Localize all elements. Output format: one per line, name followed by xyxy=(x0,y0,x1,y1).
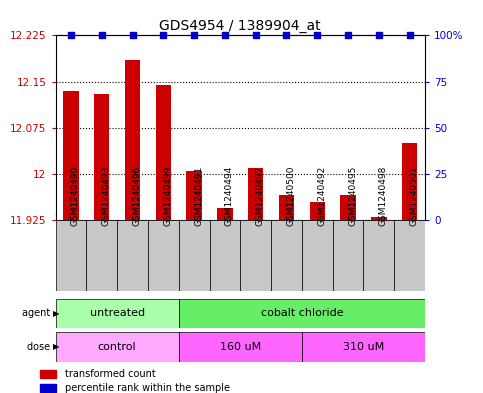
Text: GSM1240496: GSM1240496 xyxy=(132,165,142,226)
Bar xyxy=(271,220,302,291)
Text: GSM1240490: GSM1240490 xyxy=(71,165,80,226)
Bar xyxy=(56,299,179,328)
Bar xyxy=(302,332,425,362)
Text: GSM1240492: GSM1240492 xyxy=(317,165,327,226)
Text: agent: agent xyxy=(22,309,53,318)
Bar xyxy=(125,60,140,220)
Bar xyxy=(40,370,57,378)
Point xyxy=(283,32,290,39)
Point xyxy=(98,32,106,39)
Text: GSM1240500: GSM1240500 xyxy=(286,165,296,226)
Bar xyxy=(217,208,233,220)
Text: GSM1240501: GSM1240501 xyxy=(410,165,419,226)
Text: ▶: ▶ xyxy=(53,309,59,318)
Bar xyxy=(341,195,356,220)
Text: transformed count: transformed count xyxy=(65,369,156,379)
Text: untreated: untreated xyxy=(89,309,145,318)
Bar xyxy=(364,220,394,291)
Text: 160 uM: 160 uM xyxy=(220,342,261,352)
Text: GSM1240493: GSM1240493 xyxy=(102,165,111,226)
Bar xyxy=(56,332,179,362)
Bar xyxy=(156,84,171,220)
Text: GSM1240499: GSM1240499 xyxy=(163,165,172,226)
Text: cobalt chloride: cobalt chloride xyxy=(260,309,343,318)
Title: GDS4954 / 1389904_at: GDS4954 / 1389904_at xyxy=(159,19,321,33)
Text: ▶: ▶ xyxy=(53,342,59,351)
Bar xyxy=(86,220,117,291)
Bar xyxy=(402,143,417,220)
Text: percentile rank within the sample: percentile rank within the sample xyxy=(65,383,230,393)
Text: 310 uM: 310 uM xyxy=(343,342,384,352)
Bar xyxy=(63,91,79,220)
Point xyxy=(313,32,321,39)
Bar xyxy=(240,220,271,291)
Point xyxy=(221,32,229,39)
Bar xyxy=(333,220,364,291)
Bar xyxy=(310,202,325,220)
Point xyxy=(159,32,167,39)
Point xyxy=(344,32,352,39)
Point xyxy=(67,32,75,39)
Bar xyxy=(371,217,386,220)
Bar xyxy=(117,220,148,291)
Bar xyxy=(210,220,240,291)
Text: GSM1240498: GSM1240498 xyxy=(379,165,388,226)
Bar xyxy=(302,220,333,291)
Point xyxy=(252,32,259,39)
Text: control: control xyxy=(98,342,136,352)
Text: GSM1240497: GSM1240497 xyxy=(256,165,265,226)
Bar xyxy=(179,299,425,328)
Bar xyxy=(179,220,210,291)
Text: GSM1240491: GSM1240491 xyxy=(194,165,203,226)
Text: GSM1240495: GSM1240495 xyxy=(348,165,357,226)
Point xyxy=(406,32,413,39)
Bar xyxy=(394,220,425,291)
Bar xyxy=(94,94,110,220)
Bar xyxy=(248,168,263,220)
Point xyxy=(128,32,136,39)
Text: GSM1240494: GSM1240494 xyxy=(225,165,234,226)
Bar xyxy=(179,332,302,362)
Bar xyxy=(56,220,86,291)
Text: dose: dose xyxy=(27,342,53,352)
Point xyxy=(190,32,198,39)
Point xyxy=(375,32,383,39)
Bar xyxy=(148,220,179,291)
Bar xyxy=(40,384,57,391)
Bar xyxy=(279,195,294,220)
Bar xyxy=(186,171,202,220)
